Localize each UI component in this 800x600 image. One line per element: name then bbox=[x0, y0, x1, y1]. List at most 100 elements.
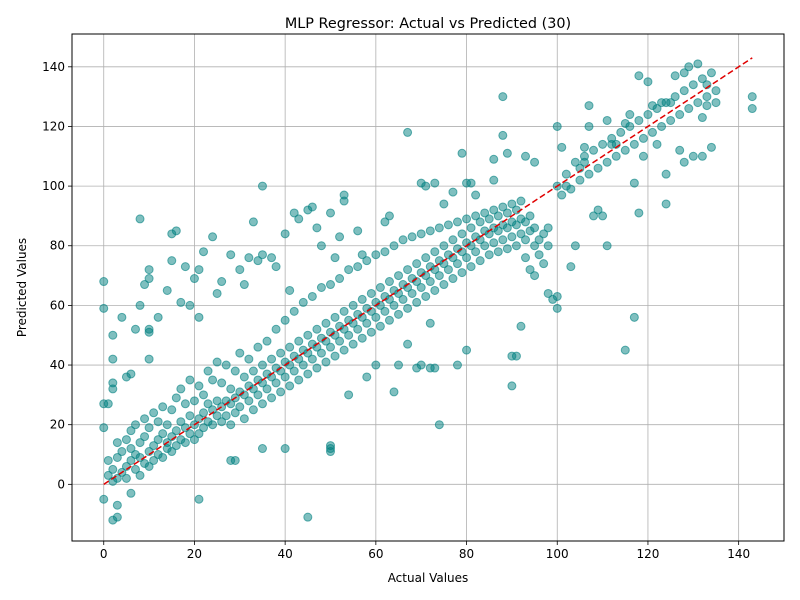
data-point bbox=[430, 363, 440, 373]
x-tick-label: 80 bbox=[459, 547, 474, 561]
data-point bbox=[321, 318, 331, 328]
data-point bbox=[697, 113, 707, 123]
data-point bbox=[384, 315, 394, 325]
data-point bbox=[339, 196, 349, 206]
data-point bbox=[521, 217, 531, 227]
data-point bbox=[416, 360, 426, 370]
chart-title: MLP Regressor: Actual vs Predicted (30) bbox=[285, 16, 571, 32]
data-point bbox=[457, 229, 467, 239]
data-point bbox=[194, 265, 204, 275]
data-point bbox=[371, 312, 381, 322]
data-point bbox=[634, 115, 644, 125]
data-point bbox=[221, 360, 231, 370]
data-point bbox=[230, 366, 240, 376]
data-point bbox=[357, 294, 367, 304]
data-point bbox=[643, 110, 653, 120]
data-point bbox=[462, 345, 472, 355]
data-point bbox=[271, 324, 281, 334]
data-point bbox=[584, 121, 594, 131]
data-point bbox=[316, 241, 326, 251]
data-point bbox=[149, 441, 159, 451]
data-point bbox=[607, 133, 617, 143]
data-point bbox=[248, 405, 258, 415]
data-point bbox=[634, 208, 644, 218]
data-point bbox=[171, 226, 181, 236]
data-point bbox=[253, 390, 263, 400]
data-point bbox=[394, 360, 404, 370]
data-point bbox=[702, 92, 712, 102]
data-point bbox=[316, 348, 326, 358]
data-point bbox=[144, 324, 154, 334]
data-point bbox=[194, 381, 204, 391]
data-point bbox=[135, 300, 145, 310]
data-point bbox=[239, 280, 249, 290]
data-point bbox=[466, 262, 476, 272]
data-point bbox=[602, 115, 612, 125]
data-point bbox=[502, 208, 512, 218]
data-point bbox=[389, 241, 399, 251]
data-point bbox=[307, 354, 317, 364]
y-tick-label: 40 bbox=[50, 358, 65, 372]
data-point bbox=[335, 336, 345, 346]
data-point bbox=[140, 414, 150, 424]
data-point bbox=[108, 330, 118, 340]
data-point bbox=[398, 235, 408, 245]
data-point bbox=[421, 181, 431, 191]
data-point bbox=[498, 92, 508, 102]
data-point bbox=[471, 211, 481, 221]
data-point bbox=[212, 411, 222, 421]
data-point bbox=[502, 244, 512, 254]
data-point bbox=[149, 455, 159, 465]
data-point bbox=[552, 291, 562, 301]
data-point bbox=[457, 268, 467, 278]
data-point bbox=[217, 417, 227, 427]
data-point bbox=[99, 494, 109, 504]
data-point bbox=[747, 104, 757, 114]
data-point bbox=[525, 211, 535, 221]
data-point bbox=[239, 372, 249, 382]
data-point bbox=[312, 363, 322, 373]
data-point bbox=[570, 157, 580, 167]
data-point bbox=[371, 360, 381, 370]
data-point bbox=[112, 512, 122, 522]
data-point bbox=[480, 208, 490, 218]
data-point bbox=[647, 127, 657, 137]
data-point bbox=[530, 223, 540, 233]
data-point bbox=[557, 190, 567, 200]
data-point bbox=[534, 250, 544, 260]
data-point bbox=[185, 429, 195, 439]
data-point bbox=[498, 130, 508, 140]
data-point bbox=[389, 387, 399, 397]
data-point bbox=[425, 277, 435, 287]
data-point bbox=[312, 324, 322, 334]
data-point bbox=[194, 429, 204, 439]
data-point bbox=[697, 74, 707, 84]
data-point bbox=[394, 309, 404, 319]
data-point bbox=[335, 274, 345, 284]
x-tick-label: 100 bbox=[546, 547, 569, 561]
data-point bbox=[552, 303, 562, 313]
data-point bbox=[407, 232, 417, 242]
data-point bbox=[353, 324, 363, 334]
data-point bbox=[185, 375, 195, 385]
data-point bbox=[325, 208, 335, 218]
data-point bbox=[394, 271, 404, 281]
data-point bbox=[289, 306, 299, 316]
data-point bbox=[466, 178, 476, 188]
data-point bbox=[589, 211, 599, 221]
data-point bbox=[443, 265, 453, 275]
data-point bbox=[511, 220, 521, 230]
data-point bbox=[235, 402, 245, 412]
data-point bbox=[325, 444, 335, 454]
data-point bbox=[675, 110, 685, 120]
data-point bbox=[462, 214, 472, 224]
data-point bbox=[552, 121, 562, 131]
data-point bbox=[711, 98, 721, 108]
data-point bbox=[135, 470, 145, 480]
data-point bbox=[530, 241, 540, 251]
data-point bbox=[162, 420, 172, 430]
data-point bbox=[271, 262, 281, 272]
data-point bbox=[684, 62, 694, 72]
data-point bbox=[362, 318, 372, 328]
data-point bbox=[688, 151, 698, 161]
